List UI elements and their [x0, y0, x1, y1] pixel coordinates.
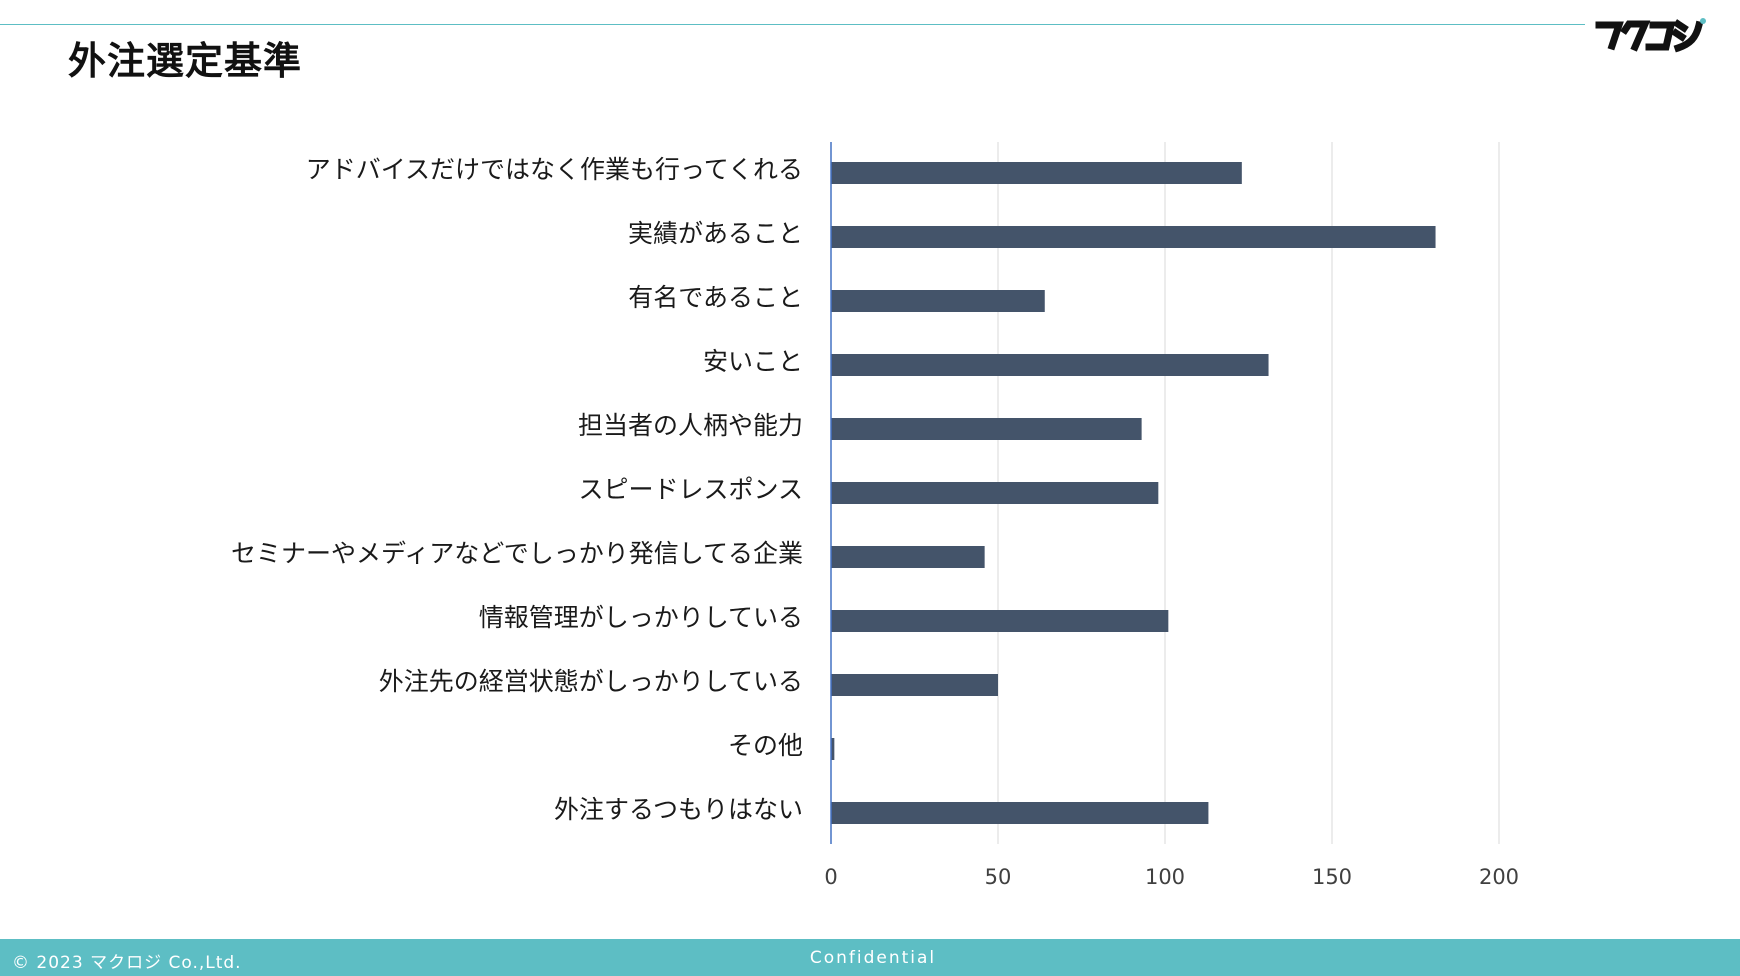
category-label: 有名であること	[628, 283, 803, 312]
bar	[831, 674, 998, 696]
category-label: 安いこと	[703, 347, 803, 376]
category-label: 担当者の人柄や能力	[578, 411, 803, 440]
logo	[1595, 18, 1706, 53]
bar	[831, 610, 1169, 632]
footer: © 2023 マクロジ Co.,Ltd. Confidential	[0, 939, 1740, 976]
bar	[831, 738, 835, 760]
bar	[831, 354, 1269, 376]
bar	[831, 226, 1436, 248]
bar	[831, 482, 1159, 504]
x-tick-label: 50	[985, 865, 1012, 889]
category-label: アドバイスだけではなく作業も行ってくれる	[306, 155, 803, 184]
category-label: その他	[728, 731, 803, 760]
x-tick-label: 200	[1479, 865, 1519, 889]
category-label: 外注先の経営状態がしっかりしている	[379, 667, 803, 696]
category-label: 外注するつもりはない	[554, 795, 803, 824]
header-divider	[0, 24, 1585, 25]
category-label: スピードレスポンス	[578, 475, 803, 504]
footer-confidential: Confidential	[809, 948, 937, 968]
category-label: セミナーやメディアなどでしっかり発信してる企業	[231, 539, 803, 568]
bar	[831, 290, 1045, 312]
category-label: 情報管理がしっかりしている	[479, 603, 803, 632]
bar	[831, 546, 985, 568]
footer-copyright: © 2023 マクロジ Co.,Ltd.	[12, 953, 242, 973]
x-tick-label: 0	[824, 865, 837, 889]
category-label: 実績があること	[628, 219, 803, 248]
x-tick-label: 150	[1312, 865, 1352, 889]
bar	[831, 802, 1209, 824]
x-tick-label: 100	[1145, 865, 1185, 889]
bar	[831, 162, 1242, 184]
bar	[831, 418, 1142, 440]
page-title: 外注選定基準	[68, 39, 303, 83]
